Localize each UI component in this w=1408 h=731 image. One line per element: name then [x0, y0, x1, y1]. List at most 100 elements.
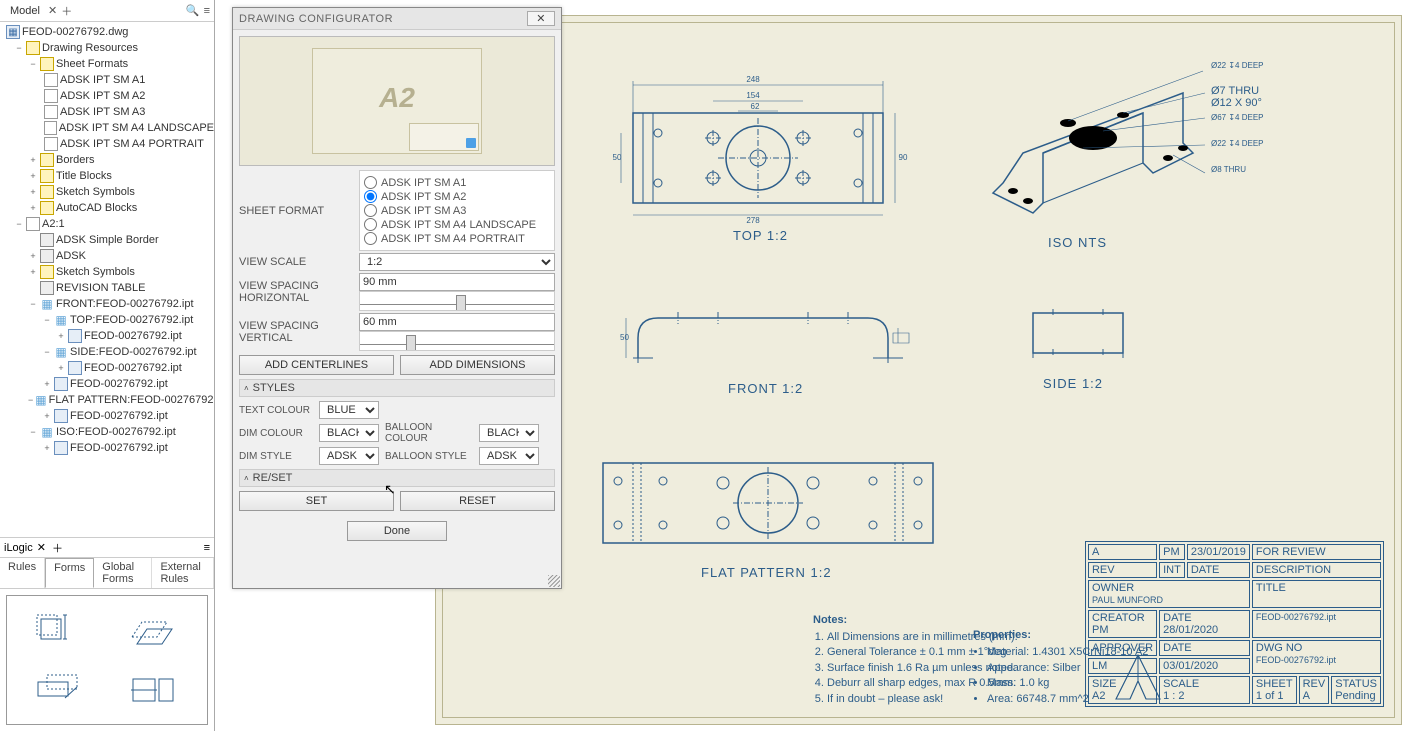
radio-a2[interactable]: ADSK IPT SM A2	[364, 190, 550, 203]
add-dimensions-button[interactable]: ADD DIMENSIONS	[400, 355, 555, 375]
svg-text:50: 50	[613, 153, 622, 162]
set-button[interactable]: SET	[239, 491, 394, 511]
menu-icon[interactable]: ≡	[204, 542, 210, 554]
tree-folder[interactable]: +Sketch Symbols	[0, 264, 214, 280]
ipt-icon	[54, 409, 68, 423]
side-view	[1023, 303, 1133, 368]
folder-icon	[40, 265, 54, 279]
folder-icon	[40, 57, 54, 71]
view-scale-select[interactable]: 1:2	[359, 253, 555, 271]
tab-global-forms[interactable]: Global Forms	[94, 558, 152, 588]
dialog-titlebar[interactable]: DRAWING CONFIGURATOR ✕	[233, 8, 561, 30]
drawing-configurator-dialog[interactable]: DRAWING CONFIGURATOR ✕ A2 SHEET FORMAT A…	[232, 7, 562, 589]
view-icon: ▦	[40, 425, 54, 439]
expand-icon[interactable]: +	[56, 331, 66, 341]
tree-folder[interactable]: +Borders	[0, 152, 214, 168]
tab-rules[interactable]: Rules	[0, 558, 45, 588]
expand-icon[interactable]: +	[28, 251, 38, 261]
radio-a3[interactable]: ADSK IPT SM A3	[364, 204, 550, 217]
view-label-front: FRONT 1:2	[728, 381, 803, 396]
expand-icon[interactable]: +	[42, 411, 52, 421]
collapse-icon[interactable]: −	[42, 347, 52, 357]
text-colour-select[interactable]: BLUE	[319, 401, 379, 419]
tree-item[interactable]: ADSK IPT SM A4 PORTRAIT	[0, 136, 214, 152]
table-icon	[40, 281, 54, 295]
balloon-style-select[interactable]: ADSK B…	[479, 447, 539, 465]
collapse-icon[interactable]: −	[42, 315, 52, 325]
vsh-slider[interactable]	[360, 291, 554, 309]
tree-folder[interactable]: −Drawing Resources	[0, 40, 214, 56]
tree-item[interactable]: +FEOD-00276792.ipt	[0, 328, 214, 344]
reset-button[interactable]: RESET	[400, 491, 555, 511]
expand-icon[interactable]: +	[28, 187, 38, 197]
tree-item[interactable]: +FEOD-00276792.ipt	[0, 408, 214, 424]
tree-folder[interactable]: +ADSK	[0, 248, 214, 264]
tree-item[interactable]: +FEOD-00276792.ipt	[0, 440, 214, 456]
sheet-format-radios[interactable]: ADSK IPT SM A1 ADSK IPT SM A2 ADSK IPT S…	[359, 170, 555, 251]
dim-style-select[interactable]: ADSK M…	[319, 447, 379, 465]
tree-folder[interactable]: +Title Blocks	[0, 168, 214, 184]
radio-a1[interactable]: ADSK IPT SM A1	[364, 176, 550, 189]
vsv-slider[interactable]	[360, 331, 554, 349]
vsh-input[interactable]	[359, 273, 555, 291]
tree-item[interactable]: ADSK Simple Border	[0, 232, 214, 248]
model-tree[interactable]: ▦FEOD-00276792.dwg −Drawing Resources −S…	[0, 22, 214, 537]
collapse-icon[interactable]: −	[28, 427, 38, 437]
tree-view[interactable]: −▦ISO:FEOD-00276792.ipt	[0, 424, 214, 440]
resize-grip-icon[interactable]	[548, 575, 560, 587]
close-icon[interactable]: ✕	[48, 4, 57, 17]
radio-a4p[interactable]: ADSK IPT SM A4 PORTRAIT	[364, 232, 550, 245]
menu-icon[interactable]: ≡	[204, 5, 210, 17]
tree-item[interactable]: +FEOD-00276792.ipt	[0, 376, 214, 392]
sheet-icon	[26, 217, 40, 231]
tree-view[interactable]: −▦TOP:FEOD-00276792.ipt	[0, 312, 214, 328]
tree-view[interactable]: −▦FRONT:FEOD-00276792.ipt	[0, 296, 214, 312]
tree-item[interactable]: ADSK IPT SM A2	[0, 88, 214, 104]
tree-folder[interactable]: −A2:1	[0, 216, 214, 232]
styles-section-header[interactable]: ˄STYLES	[239, 379, 555, 397]
form-thumbnail[interactable]	[6, 595, 208, 725]
reset-section-header[interactable]: ˄RE/SET	[239, 469, 555, 487]
expand-icon[interactable]: +	[28, 267, 38, 277]
add-centerlines-button[interactable]: ADD CENTERLINES	[239, 355, 394, 375]
tree-item[interactable]: REVISION TABLE	[0, 280, 214, 296]
tab-forms[interactable]: Forms	[45, 558, 94, 588]
add-icon[interactable]: ＋	[52, 540, 63, 556]
search-icon[interactable]: 🔍	[186, 4, 200, 17]
collapse-icon[interactable]: −	[14, 43, 24, 53]
add-tab-icon[interactable]: ＋	[61, 3, 72, 19]
expand-icon[interactable]: +	[28, 171, 38, 181]
tree-view[interactable]: −▦FLAT PATTERN:FEOD-00276792.ipt	[0, 392, 214, 408]
collapse-icon[interactable]: −	[28, 395, 33, 405]
tree-item[interactable]: ADSK IPT SM A3	[0, 104, 214, 120]
form-glyph-icon	[127, 667, 182, 712]
tree-item[interactable]: ADSK IPT SM A1	[0, 72, 214, 88]
tree-view[interactable]: −▦SIDE:FEOD-00276792.ipt	[0, 344, 214, 360]
radio-a4l[interactable]: ADSK IPT SM A4 LANDSCAPE	[364, 218, 550, 231]
expand-icon[interactable]: +	[28, 155, 38, 165]
tree-folder[interactable]: −Sheet Formats	[0, 56, 214, 72]
expand-icon[interactable]: +	[42, 443, 52, 453]
tab-external-rules[interactable]: External Rules	[152, 558, 214, 588]
expand-icon[interactable]: +	[42, 379, 52, 389]
folder-icon	[40, 185, 54, 199]
tree-root[interactable]: ▦FEOD-00276792.dwg	[0, 24, 214, 40]
collapse-icon[interactable]: −	[14, 219, 24, 229]
folder-icon	[40, 201, 54, 215]
dim-colour-select[interactable]: BLACK	[319, 424, 379, 442]
expand-icon[interactable]: +	[56, 363, 66, 373]
vsv-input[interactable]	[359, 313, 555, 331]
tree-folder[interactable]: +AutoCAD Blocks	[0, 200, 214, 216]
dialog-close-button[interactable]: ✕	[527, 11, 555, 26]
collapse-icon[interactable]: −	[28, 59, 38, 69]
close-icon[interactable]: ✕	[37, 541, 46, 554]
model-tab[interactable]: Model	[4, 3, 46, 19]
tree-folder[interactable]: +Sketch Symbols	[0, 184, 214, 200]
collapse-icon[interactable]: −	[28, 299, 38, 309]
tree-item[interactable]: +FEOD-00276792.ipt	[0, 360, 214, 376]
balloon-colour-select[interactable]: BLACK	[479, 424, 539, 442]
done-button[interactable]: Done	[347, 521, 447, 541]
expand-icon[interactable]: +	[28, 203, 38, 213]
tree-item[interactable]: ADSK IPT SM A4 LANDSCAPE	[0, 120, 214, 136]
flat-pattern-view	[593, 453, 943, 553]
